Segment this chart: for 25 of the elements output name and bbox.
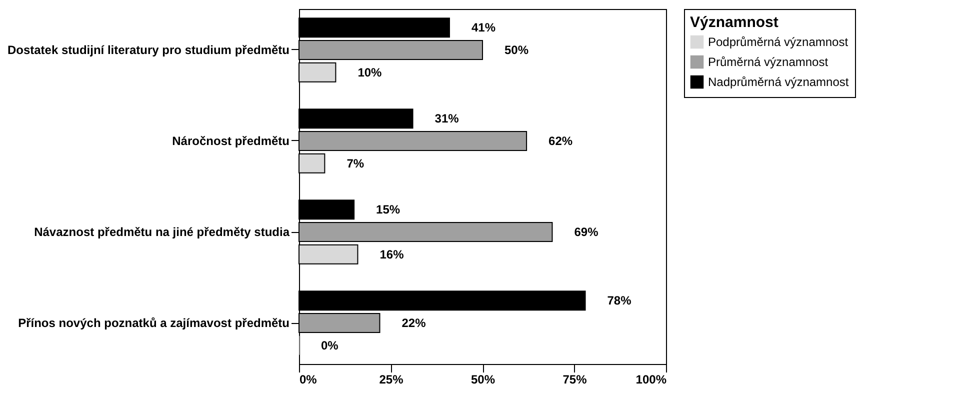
y-tick-label: Náročnost předmětu bbox=[172, 134, 290, 148]
legend-label: Nadprůměrná významnost bbox=[708, 75, 850, 89]
legend-label: Průměrná významnost bbox=[708, 55, 829, 69]
x-tick-label: 0% bbox=[300, 372, 318, 386]
data-label: 16% bbox=[380, 247, 404, 262]
data-label: 62% bbox=[548, 134, 573, 148]
data-label: 7% bbox=[346, 156, 364, 170]
legend-label: Podprůměrná významnost bbox=[708, 35, 849, 49]
legend-title: Významnost bbox=[690, 14, 778, 31]
data-label: 0% bbox=[321, 338, 339, 352]
data-label: 31% bbox=[434, 112, 460, 126]
data-label: 78% bbox=[607, 294, 632, 308]
y-tick-label: Dostatek studijní literatury pro studium předmětu bbox=[7, 42, 290, 57]
x-tick-label: 25% bbox=[379, 372, 404, 386]
data-label: 50% bbox=[504, 42, 529, 57]
data-label: 69% bbox=[574, 225, 599, 240]
data-label: 41% bbox=[471, 20, 496, 35]
data-label: 10% bbox=[358, 65, 382, 80]
x-tick-label: 100% bbox=[636, 372, 667, 386]
x-tick-label: 75% bbox=[562, 372, 588, 386]
y-tick-label: Návaznost předmětu na jiné předměty studia bbox=[34, 225, 290, 240]
data-label: 22% bbox=[402, 316, 426, 330]
data-label: 15% bbox=[376, 202, 400, 217]
x-tick-label: 50% bbox=[470, 372, 496, 386]
y-tick-label: Přínos nových poznatků a zajímavost předmětu bbox=[18, 316, 290, 330]
